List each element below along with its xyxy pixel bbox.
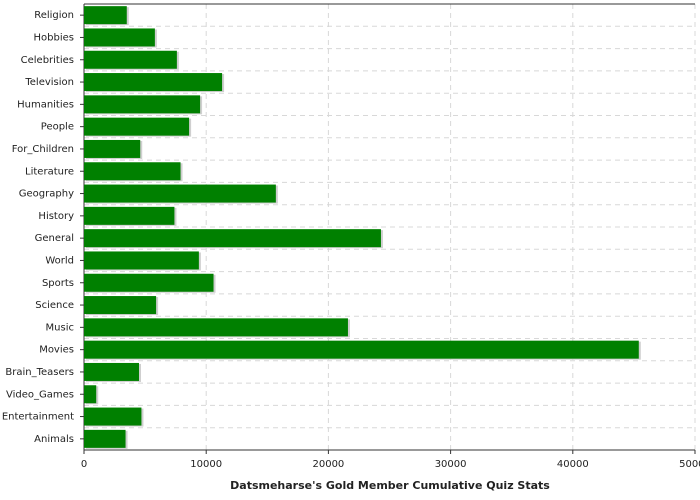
- bar: [84, 251, 199, 270]
- bar: [84, 429, 126, 448]
- y-tick-label: Animals: [34, 434, 74, 445]
- y-tick-label: Hobbies: [34, 32, 74, 43]
- y-tick-label: Geography: [19, 189, 74, 200]
- x-tick-label: 10000: [190, 459, 222, 470]
- bar: [84, 73, 223, 92]
- bar: [84, 229, 381, 248]
- bar: [84, 6, 127, 25]
- y-tick-label: Entertainment: [2, 412, 74, 423]
- y-tick-label: Religion: [34, 10, 74, 21]
- bar: [84, 162, 181, 181]
- y-tick-label: People: [41, 122, 74, 133]
- y-tick-label: World: [45, 255, 74, 266]
- bar: [84, 50, 177, 69]
- y-tick-label: Sports: [42, 278, 74, 289]
- y-tick-label: Television: [24, 77, 74, 88]
- y-tick-label: Movies: [39, 345, 74, 356]
- bar: [84, 206, 175, 225]
- y-tick-label: History: [38, 211, 74, 222]
- bar: [84, 362, 139, 381]
- y-tick-label: Humanities: [17, 99, 74, 110]
- bar: [84, 28, 155, 47]
- chart-title: Datsmeharse's Gold Member Cumulative Qui…: [230, 479, 550, 492]
- y-tick-label: General: [35, 233, 74, 244]
- bar: [84, 385, 97, 404]
- y-tick-label: Science: [35, 300, 74, 311]
- x-tick-label: 30000: [435, 459, 467, 470]
- bar: [84, 296, 157, 315]
- y-tick-label: Music: [46, 322, 74, 333]
- bar: [84, 95, 201, 114]
- bar: [84, 139, 141, 158]
- bar: [84, 117, 190, 136]
- y-tick-label: Video_Games: [6, 389, 74, 400]
- x-tick-label: 40000: [557, 459, 589, 470]
- bar: [84, 184, 276, 203]
- x-tick-label: 50000: [679, 459, 700, 470]
- y-tick-label: Celebrities: [21, 55, 74, 66]
- bar: [84, 407, 142, 426]
- bar: [84, 318, 348, 337]
- y-tick-label: Brain_Teasers: [5, 367, 74, 378]
- x-tick-label: 20000: [312, 459, 344, 470]
- bar: [84, 273, 214, 292]
- bar: [84, 340, 639, 359]
- y-tick-label: For_Children: [12, 144, 74, 155]
- x-tick-label: 0: [81, 459, 87, 470]
- y-tick-label: Literature: [25, 166, 74, 177]
